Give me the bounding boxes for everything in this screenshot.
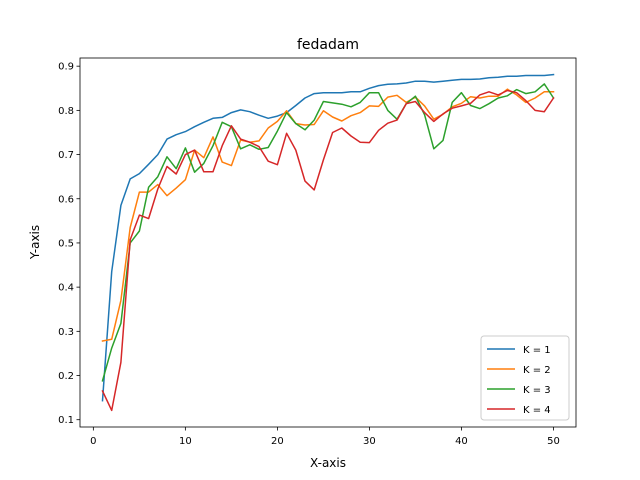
y-tick-label: 0.1	[58, 415, 74, 426]
y-tick-label: 0.6	[58, 194, 74, 205]
series-line-k-1	[101, 73, 555, 402]
y-tick-label: 0.2	[58, 371, 74, 382]
axes-frame	[79, 57, 577, 428]
y-axis-ticks: 0.1 0.2 0.3 0.4 0.5 0.6 0.7 0.8 0.9	[58, 62, 80, 426]
chart-title: fedadam	[297, 37, 359, 53]
legend-box	[480, 335, 570, 421]
series-line-k-2	[101, 88, 555, 342]
legend-label: K = 3	[523, 385, 551, 396]
y-tick-label: 0.8	[58, 106, 74, 117]
x-axis-ticks: 0 10 20 30 40 50	[90, 427, 560, 447]
x-tick-label: 50	[547, 436, 560, 447]
legend: K = 1 K = 2 K = 3 K = 4	[480, 335, 570, 421]
legend-label: K = 4	[523, 405, 551, 416]
series-line-k-4	[101, 89, 555, 412]
plot-area	[101, 73, 555, 412]
y-tick-label: 0.4	[58, 283, 74, 294]
y-tick-label: 0.3	[58, 327, 74, 338]
x-tick-label: 20	[271, 436, 284, 447]
x-axis-label: X-axis	[310, 456, 346, 470]
x-tick-label: 10	[179, 436, 192, 447]
x-tick-label: 30	[363, 436, 376, 447]
series-line-k-3	[101, 83, 555, 382]
x-tick-label: 0	[90, 436, 96, 447]
y-tick-label: 0.7	[58, 150, 74, 161]
y-axis-label: Y-axis	[28, 225, 42, 260]
x-tick-label: 40	[455, 436, 468, 447]
legend-label: K = 1	[523, 345, 551, 356]
y-tick-label: 0.5	[58, 238, 74, 249]
y-tick-label: 0.9	[58, 62, 74, 73]
legend-label: K = 2	[523, 365, 551, 376]
